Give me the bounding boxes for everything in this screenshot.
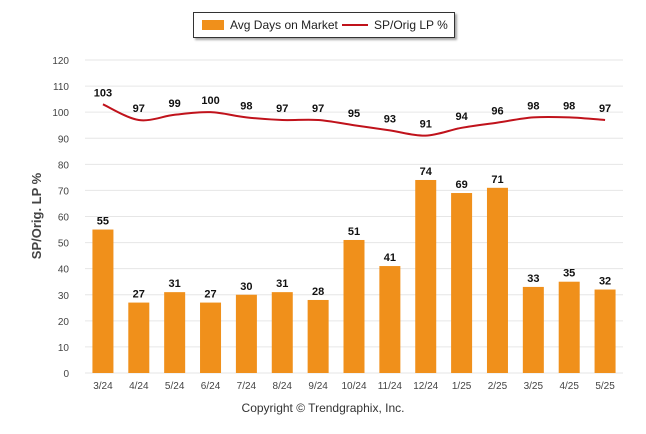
x-tick-label: 7/24 [237,381,257,392]
y-axis-ticks: 0 10 20 30 40 50 60 70 80 90 100 110 120 [52,56,69,380]
x-tick-label: 2/25 [488,381,508,392]
bar-data-label: 33 [527,273,539,285]
legend-bar-label: Avg Days on Market [230,18,338,32]
bar [271,292,293,373]
x-tick-label: 4/25 [559,381,579,392]
copyright-text: Copyright © Trendgraphix, Inc. [241,401,405,415]
line-data-label: 97 [312,103,324,115]
x-tick-label: 6/24 [201,381,221,392]
legend-line-label: SP/Orig LP % [374,18,448,32]
line-data-label: 99 [169,98,181,110]
line-data-label: 98 [563,100,575,112]
bar-data-label: 74 [420,166,433,178]
x-tick-label: 8/24 [273,381,293,392]
x-tick-label: 11/24 [378,381,403,392]
x-axis-ticks: 3/24 4/24 5/24 6/24 7/24 8/24 9/24 10/24 11/24 12… [93,381,615,392]
y-tick-label: 60 [58,213,70,224]
bar [379,266,401,373]
bar [415,179,437,373]
y-tick-label: 0 [63,369,69,380]
y-tick-label: 40 [58,265,70,276]
y-tick-label: 80 [58,160,70,171]
bar [164,292,186,373]
y-axis-title: SP/Orig. LP % [29,172,44,259]
y-tick-label: 30 [58,291,70,302]
y-tick-label: 10 [58,343,70,354]
bar-series [92,179,616,373]
y-tick-label: 90 [58,134,70,145]
bar-data-label: 32 [599,276,611,288]
legend-line-swatch [342,24,368,26]
line-data-label: 97 [276,103,288,115]
bar-data-label: 35 [563,268,575,280]
x-tick-label: 5/24 [165,381,185,392]
bar-data-label: 28 [312,286,324,298]
y-tick-label: 20 [58,317,70,328]
bar [522,286,544,373]
bar [451,193,473,373]
line-data-label: 95 [348,108,360,120]
bar-data-label: 30 [240,281,252,293]
x-tick-label: 4/24 [129,381,149,392]
x-tick-label: 9/24 [308,381,328,392]
line-data-label: 103 [94,87,112,99]
x-tick-label: 3/24 [93,381,113,392]
line-data-label: 98 [527,100,539,112]
y-tick-label: 120 [52,56,69,67]
bar [307,299,329,373]
y-tick-label: 100 [52,108,69,119]
line-data-labels: 103 97 99 100 98 97 97 95 93 91 94 96 98 98 97 [94,87,611,130]
x-tick-label: 1/25 [452,381,472,392]
x-tick-label: 3/25 [524,381,544,392]
bar [235,294,257,373]
bar-data-labels: 55 27 31 27 30 31 28 51 41 74 69 71 33 35 32 [97,166,611,301]
line-data-label: 96 [491,106,503,118]
line-data-label: 97 [133,103,145,115]
bar-data-label: 51 [348,226,360,238]
bar [594,289,616,373]
bar [486,187,508,373]
legend: Avg Days on Market SP/Orig LP % [193,12,455,38]
y-tick-label: 50 [58,239,70,250]
line-data-label: 97 [599,103,611,115]
bar [92,229,114,373]
bar-data-label: 69 [455,179,467,191]
line-data-label: 100 [201,95,219,107]
bar [128,302,150,373]
line-series [102,103,606,137]
bar [558,281,580,373]
line-data-label: 91 [420,119,432,131]
line-data-label: 94 [455,111,468,123]
y-tick-label: 110 [53,82,69,93]
x-tick-label: 10/24 [341,381,366,392]
bar [200,302,222,373]
legend-bar-swatch [202,20,224,30]
bar-data-label: 27 [204,289,216,301]
bar-data-label: 31 [169,278,181,290]
x-tick-label: 12/24 [413,381,438,392]
line-data-label: 93 [384,113,396,125]
y-tick-label: 70 [58,186,70,197]
sp-orig-lp-line [102,103,606,137]
bar-data-label: 27 [133,289,145,301]
bar-data-label: 55 [97,216,109,228]
line-data-label: 98 [240,100,252,112]
bar [343,239,365,373]
bar-data-label: 31 [276,278,288,290]
x-tick-label: 5/25 [595,381,615,392]
bar-data-label: 41 [384,252,396,264]
bar-data-label: 71 [491,174,503,186]
